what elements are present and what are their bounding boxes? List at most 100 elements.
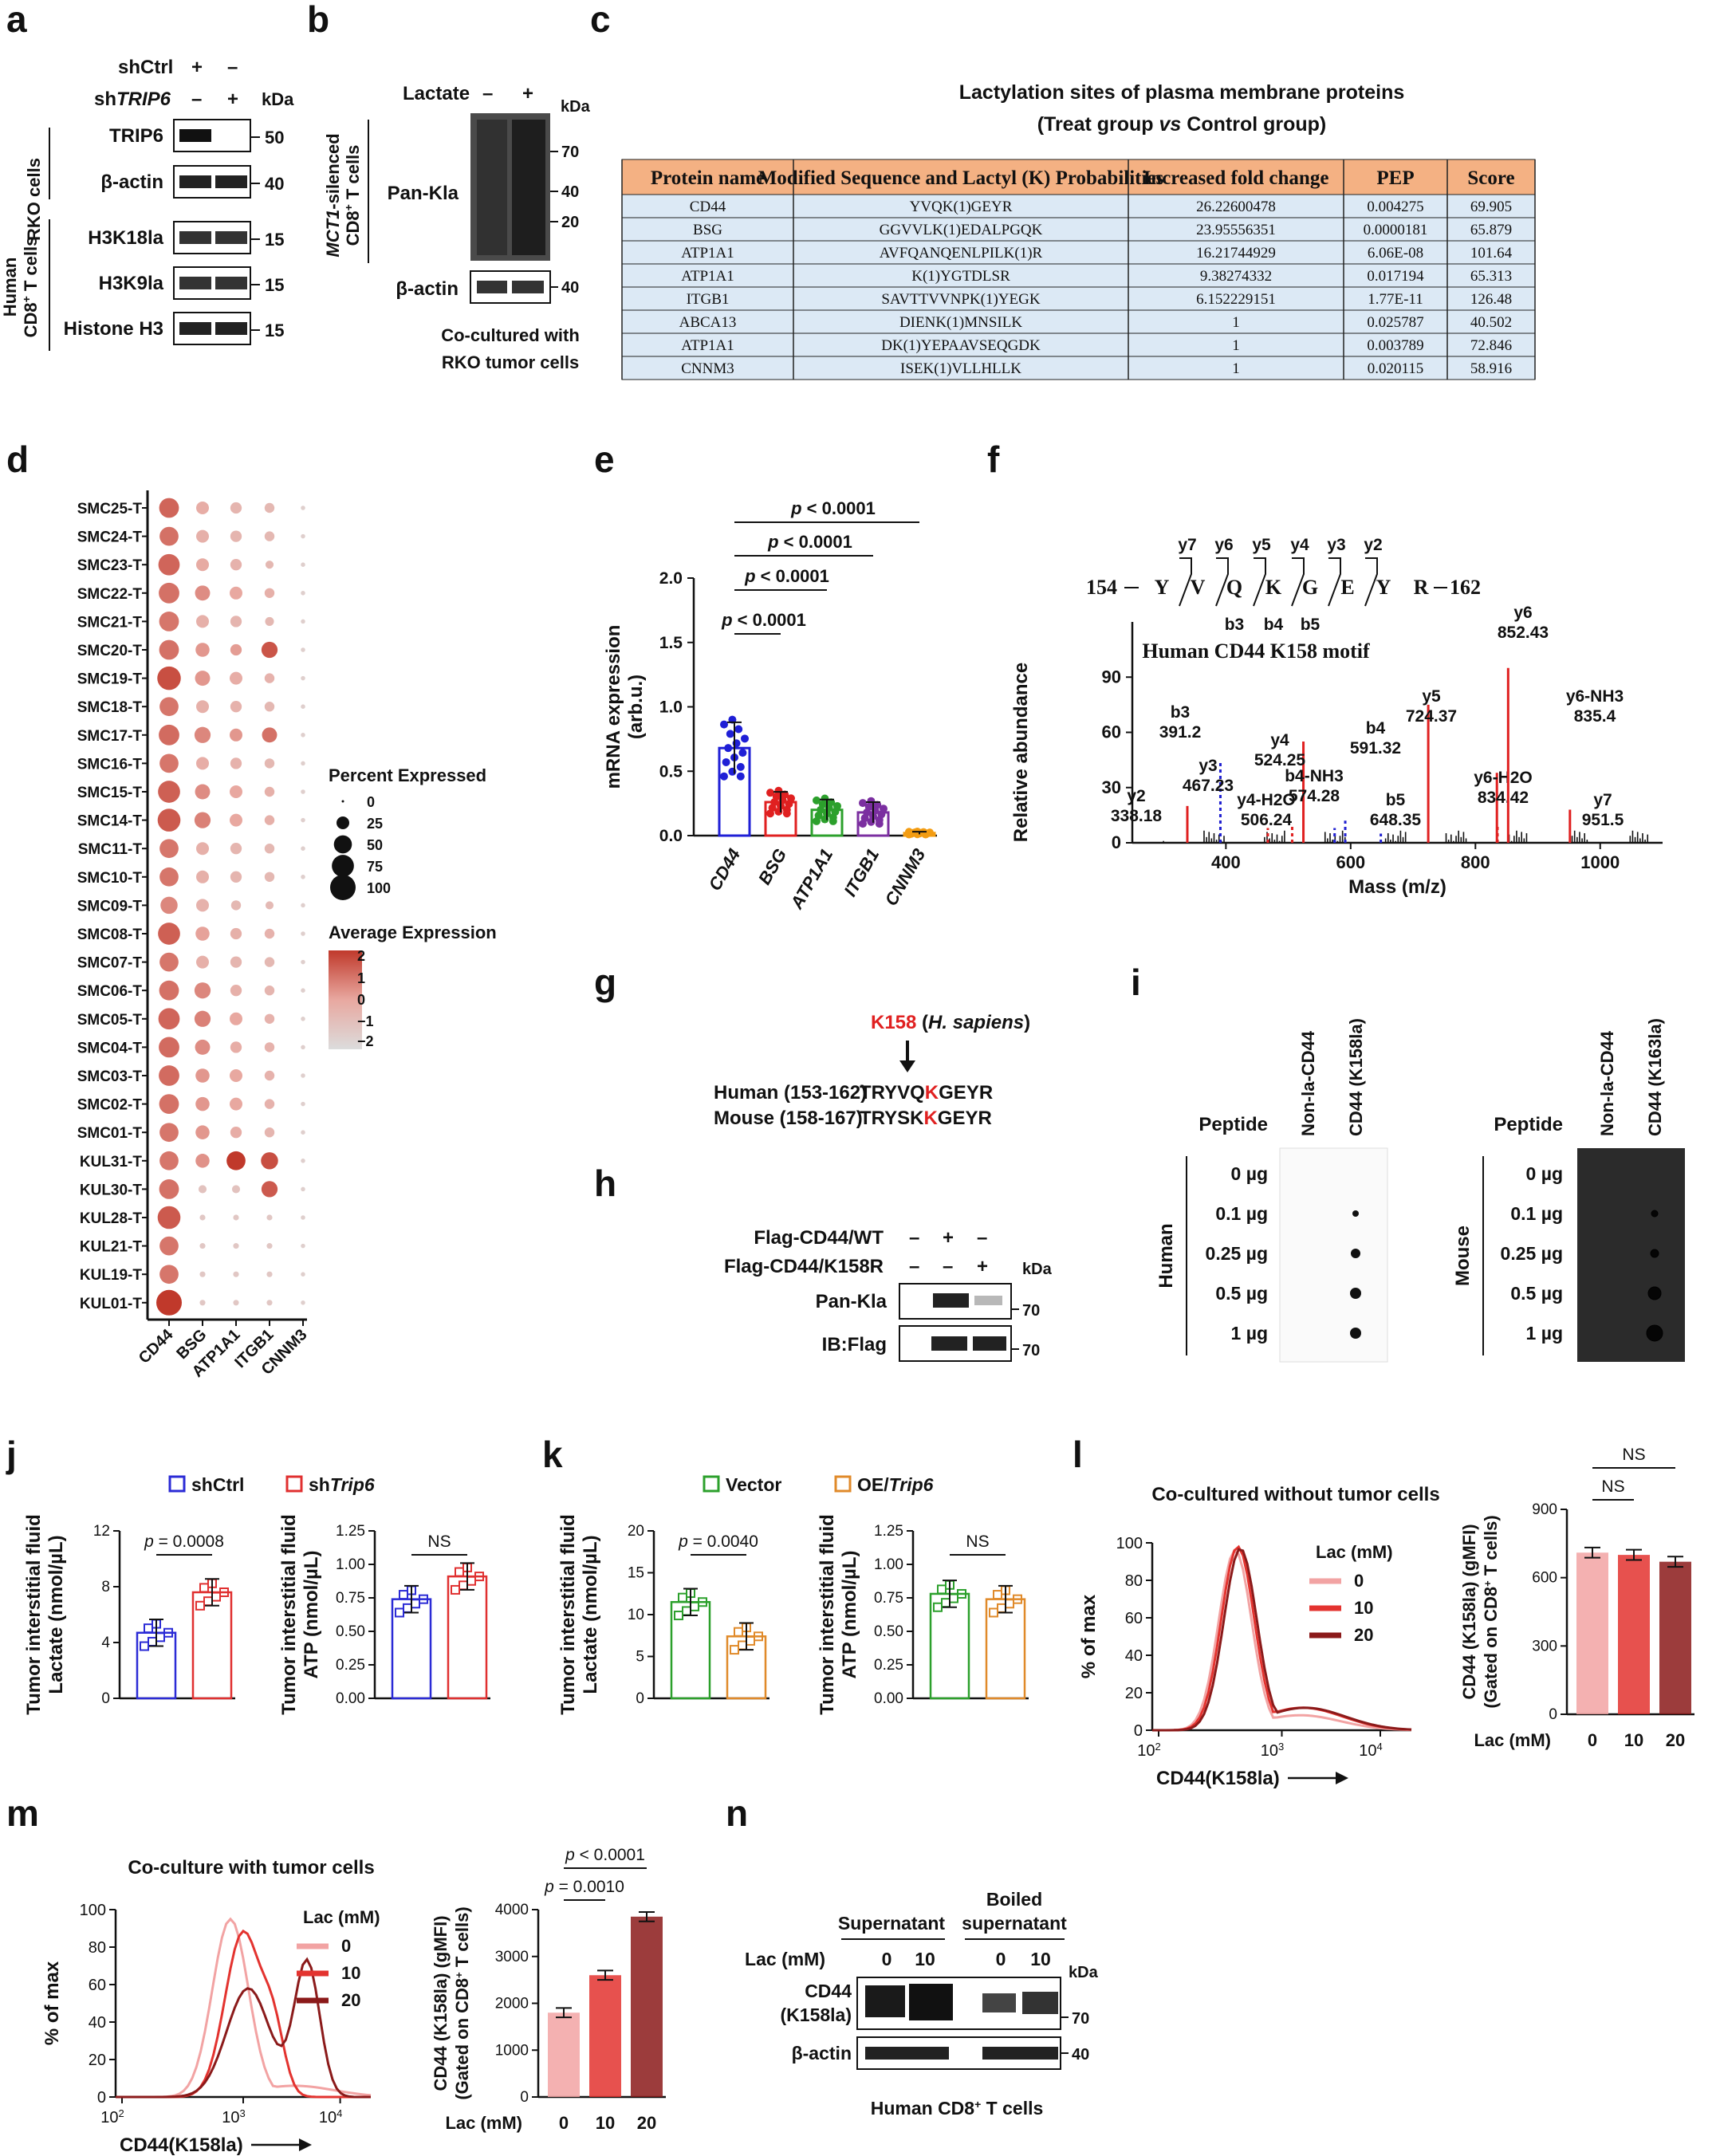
e-y-label: 2.0 bbox=[659, 569, 683, 588]
m-bar-pvalue-rest: = 0.0010 bbox=[554, 1878, 624, 1896]
m-bar-pvalue-p: p bbox=[544, 1878, 554, 1896]
d-dot bbox=[233, 1300, 239, 1306]
m-hist-legend-label: 10 bbox=[341, 1963, 360, 1983]
g-mouse-seq-a: TRYSK bbox=[860, 1108, 924, 1129]
d-dot bbox=[195, 1154, 210, 1168]
panel-n: Supernatant Boiled supernatant Lac (mM) … bbox=[745, 1889, 1099, 2119]
d-dot bbox=[157, 1206, 181, 1229]
i-col-left-2: CD44 (K158la) bbox=[1346, 1018, 1366, 1136]
f-y-bracket bbox=[1291, 557, 1305, 607]
g-mouse-seq-b: GEYR bbox=[938, 1108, 992, 1129]
k-atp-y-tick-label: 1.00 bbox=[874, 1556, 903, 1573]
d-dot bbox=[230, 1069, 242, 1082]
l-hist-ylabel: % of max bbox=[1078, 1594, 1100, 1678]
j-lactate-pvalue: p = 0.0008 bbox=[144, 1532, 224, 1551]
d-sample-label: SMC05-T bbox=[77, 1012, 143, 1029]
j-lactate-ylabel: Lactate (nmol/µL) bbox=[45, 1535, 67, 1694]
d-dot bbox=[301, 988, 305, 993]
f-peak-ion: b4-NH3 bbox=[1285, 767, 1344, 785]
j-atp-point bbox=[451, 1584, 460, 1595]
a-kda-value: 15 bbox=[265, 275, 284, 295]
panel-b: Lactate – + kDa 70 40 20 40 Pan-Kla β-ac… bbox=[323, 83, 591, 372]
h-cond2: Flag-CD44/K158R bbox=[724, 1256, 884, 1277]
g-human-seq-b: GEYR bbox=[939, 1082, 993, 1104]
m-hist-legend-label: 20 bbox=[341, 1990, 360, 2010]
n-lane-3: 0 bbox=[996, 1949, 1006, 1969]
i-amount-left: 0 µg bbox=[1231, 1163, 1268, 1184]
j-lactate-pvalue-p: p bbox=[144, 1532, 154, 1551]
e-pvalue-rest: < 0.0001 bbox=[756, 566, 829, 586]
panel-letter-j: j bbox=[6, 1434, 17, 1475]
d-dot bbox=[156, 1289, 182, 1316]
b-side-label-2: CD8+ T cells bbox=[342, 145, 363, 246]
a-band-lane2 bbox=[215, 277, 247, 289]
l-bar-chart: 0 300 600 900 CD44 (K158la) (gMFI) (Gated on … bbox=[1459, 1446, 1694, 1750]
panel-letter-f: f bbox=[987, 439, 1000, 480]
c-cell: 69.905 bbox=[1470, 199, 1512, 215]
i-amount-right: 0.5 µg bbox=[1510, 1283, 1563, 1304]
l-hist-x-tick-exp: 3 bbox=[1278, 1741, 1284, 1753]
d-sample-label: SMC22-T bbox=[77, 586, 143, 603]
c-row bbox=[621, 332, 1536, 357]
c-header-cell: Protein name bbox=[651, 167, 765, 189]
h-s2-1: – bbox=[909, 1256, 919, 1277]
d-dot bbox=[301, 1101, 305, 1107]
d-sample-label: SMC25-T bbox=[77, 501, 143, 517]
n-caption-sup: + bbox=[974, 2098, 981, 2111]
d-dot bbox=[301, 704, 305, 709]
d-dot bbox=[159, 1265, 179, 1285]
l-hist-curve bbox=[1152, 1548, 1412, 1732]
c-title-2c: Control group) bbox=[1181, 113, 1326, 136]
d-dot bbox=[264, 758, 275, 769]
e-pvalue-p: p bbox=[744, 566, 755, 586]
k-lactate: 0 5 10 15 20 Tumor interstitial fluid Lactate … bbox=[557, 1514, 769, 1715]
e-point bbox=[782, 809, 791, 818]
l-hist-curve bbox=[1152, 1548, 1412, 1732]
i-amount-left: 0.1 µg bbox=[1215, 1203, 1268, 1224]
panel-letter-a: a bbox=[6, 0, 27, 40]
c-cell: 16.21744929 bbox=[1196, 245, 1276, 262]
panel-letter-m: m bbox=[6, 1792, 39, 1834]
d-dot bbox=[230, 1041, 242, 1053]
e-ylabel-2: (arb.u.) bbox=[625, 675, 647, 739]
c-row bbox=[621, 356, 1536, 380]
m-hist-y-tick-label: 20 bbox=[89, 2052, 106, 2069]
b-side-silenced: -silenced bbox=[323, 133, 343, 209]
m-bar-pvalue-rest: < 0.0001 bbox=[575, 1846, 645, 1864]
f-x-tick-label: 800 bbox=[1461, 852, 1490, 872]
kda-label-a: kDa bbox=[262, 89, 294, 109]
d-dot bbox=[195, 1125, 210, 1139]
b-lane-1 bbox=[477, 120, 507, 255]
b-side-sup: + bbox=[342, 204, 355, 210]
n-caption-rest: T cells bbox=[981, 2098, 1043, 2119]
m-bar-xlabel: Lac (mM) bbox=[445, 2113, 522, 2133]
d-dot bbox=[199, 1300, 206, 1306]
d-sample-label: SMC24-T bbox=[77, 529, 143, 546]
c-cell: 0.017194 bbox=[1367, 268, 1424, 285]
d-dot bbox=[230, 502, 242, 514]
k-lactate-point bbox=[674, 1611, 683, 1621]
d-dot bbox=[230, 757, 242, 769]
a-blot-group: TRIP6 50 β-actin 40 H3K18la 15 H3K9la 15 Histone… bbox=[64, 119, 284, 345]
d-dot bbox=[301, 506, 305, 510]
l-hist-x-tick-label: 104 bbox=[1359, 1741, 1382, 1761]
d-dot bbox=[264, 502, 275, 513]
k-atp: 0.00 0.25 0.50 0.75 1.00 1.25 Tumor interstiti… bbox=[817, 1514, 1029, 1715]
i-dot-human bbox=[1352, 1210, 1359, 1217]
d-dot bbox=[230, 900, 242, 911]
l-bar-ylabel-2b: T cells) bbox=[1481, 1515, 1501, 1580]
k-lactate-point bbox=[698, 1597, 707, 1607]
d-dot bbox=[266, 1300, 273, 1306]
j-lactate-point bbox=[163, 1627, 173, 1638]
i-amount-left: 1 µg bbox=[1231, 1323, 1268, 1344]
d-dot bbox=[196, 558, 209, 572]
l-hist-x-tick-base: 10 bbox=[1261, 1742, 1278, 1760]
k-atp-point bbox=[997, 1603, 1006, 1613]
g-human-seq-k: K bbox=[925, 1082, 939, 1104]
n-kda: kDa bbox=[1069, 1964, 1099, 1981]
k-legend-oe: OE/ bbox=[857, 1474, 889, 1495]
n-group2-2: supernatant bbox=[962, 1913, 1067, 1934]
d-dot bbox=[230, 616, 242, 628]
